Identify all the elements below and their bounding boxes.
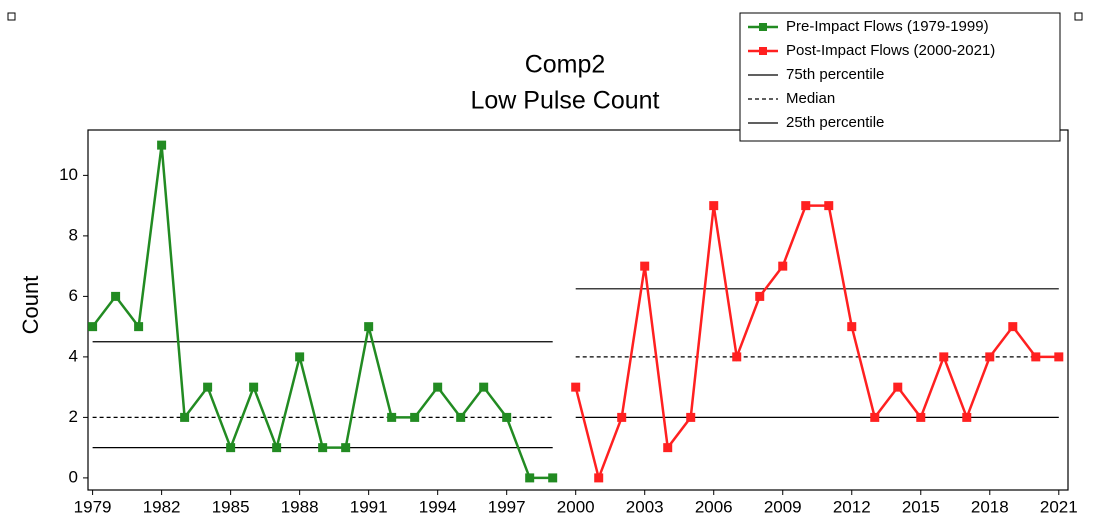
data-point bbox=[709, 201, 719, 211]
legend-swatch bbox=[759, 23, 767, 31]
data-point bbox=[755, 291, 765, 301]
legend-label: Median bbox=[786, 90, 835, 107]
data-point bbox=[111, 291, 121, 301]
data-point bbox=[1008, 322, 1018, 332]
y-tick-label: 2 bbox=[69, 407, 78, 426]
x-tick-label: 1985 bbox=[212, 497, 250, 516]
data-point bbox=[985, 352, 995, 362]
data-point bbox=[617, 412, 627, 422]
legend: Pre-Impact Flows (1979-1999) Post-Impact … bbox=[739, 12, 1061, 142]
data-point bbox=[249, 382, 259, 392]
data-point bbox=[456, 412, 466, 422]
data-point bbox=[1054, 352, 1064, 362]
data-point bbox=[180, 412, 190, 422]
data-point bbox=[594, 473, 604, 483]
data-point bbox=[778, 261, 788, 271]
data-point bbox=[341, 443, 351, 453]
data-point bbox=[203, 382, 213, 392]
plot-frame bbox=[87, 129, 1069, 491]
data-point bbox=[134, 322, 144, 332]
data-point bbox=[295, 352, 305, 362]
legend-label: Pre-Impact Flows (1979-1999) bbox=[786, 18, 989, 35]
y-tick-label: 8 bbox=[69, 225, 78, 244]
data-point bbox=[502, 412, 512, 422]
data-point bbox=[893, 382, 903, 392]
data-point bbox=[1031, 352, 1041, 362]
chart-title: Low Pulse Count bbox=[470, 87, 659, 115]
data-point bbox=[318, 443, 328, 453]
data-point bbox=[571, 382, 581, 392]
data-point bbox=[663, 443, 673, 453]
x-tick-label: 1982 bbox=[143, 497, 181, 516]
x-tick-label: 2006 bbox=[695, 497, 733, 516]
chart-title: Comp2 bbox=[525, 51, 606, 79]
corner-handle bbox=[1074, 12, 1083, 21]
x-tick-label: 2021 bbox=[1040, 497, 1078, 516]
x-tick-label: 1988 bbox=[281, 497, 319, 516]
data-point bbox=[157, 140, 167, 150]
data-point bbox=[433, 382, 443, 392]
x-tick-label: 1979 bbox=[74, 497, 112, 516]
data-point bbox=[801, 201, 811, 211]
data-point bbox=[525, 473, 535, 483]
y-tick-label: 0 bbox=[69, 467, 78, 486]
series-line bbox=[574, 204, 1059, 483]
data-point bbox=[410, 412, 420, 422]
y-tick-label: 6 bbox=[69, 286, 78, 305]
data-point bbox=[226, 443, 236, 453]
x-tick-label: 2015 bbox=[902, 497, 940, 516]
data-point bbox=[548, 473, 558, 483]
legend-label: 75th percentile bbox=[786, 66, 884, 83]
data-point bbox=[824, 201, 834, 211]
x-tick-label: 2018 bbox=[971, 497, 1009, 516]
data-point bbox=[364, 322, 374, 332]
data-point bbox=[640, 261, 650, 271]
legend-swatch bbox=[759, 47, 767, 55]
y-axis-label: Count bbox=[18, 276, 43, 335]
data-point bbox=[870, 412, 880, 422]
data-point bbox=[479, 382, 489, 392]
x-tick-label: 2003 bbox=[626, 497, 664, 516]
data-point bbox=[686, 412, 696, 422]
data-point bbox=[916, 412, 926, 422]
legend-label: 25th percentile bbox=[786, 114, 884, 131]
data-point bbox=[732, 352, 742, 362]
y-tick-label: 10 bbox=[59, 165, 78, 184]
x-tick-label: 1991 bbox=[350, 497, 388, 516]
y-tick-label: 4 bbox=[69, 346, 78, 365]
x-tick-label: 2009 bbox=[764, 497, 802, 516]
data-point bbox=[88, 322, 98, 332]
data-point bbox=[939, 352, 949, 362]
data-point bbox=[847, 322, 857, 332]
corner-handle bbox=[7, 12, 16, 21]
legend-label: Post-Impact Flows (2000-2021) bbox=[786, 42, 995, 59]
data-point bbox=[387, 412, 397, 422]
x-tick-label: 1994 bbox=[419, 497, 457, 516]
x-tick-label: 2012 bbox=[833, 497, 871, 516]
data-point bbox=[962, 412, 972, 422]
series-line bbox=[91, 144, 553, 480]
data-point bbox=[272, 443, 282, 453]
legend-box bbox=[739, 12, 1061, 142]
x-tick-label: 2000 bbox=[557, 497, 595, 516]
x-tick-label: 1997 bbox=[488, 497, 526, 516]
